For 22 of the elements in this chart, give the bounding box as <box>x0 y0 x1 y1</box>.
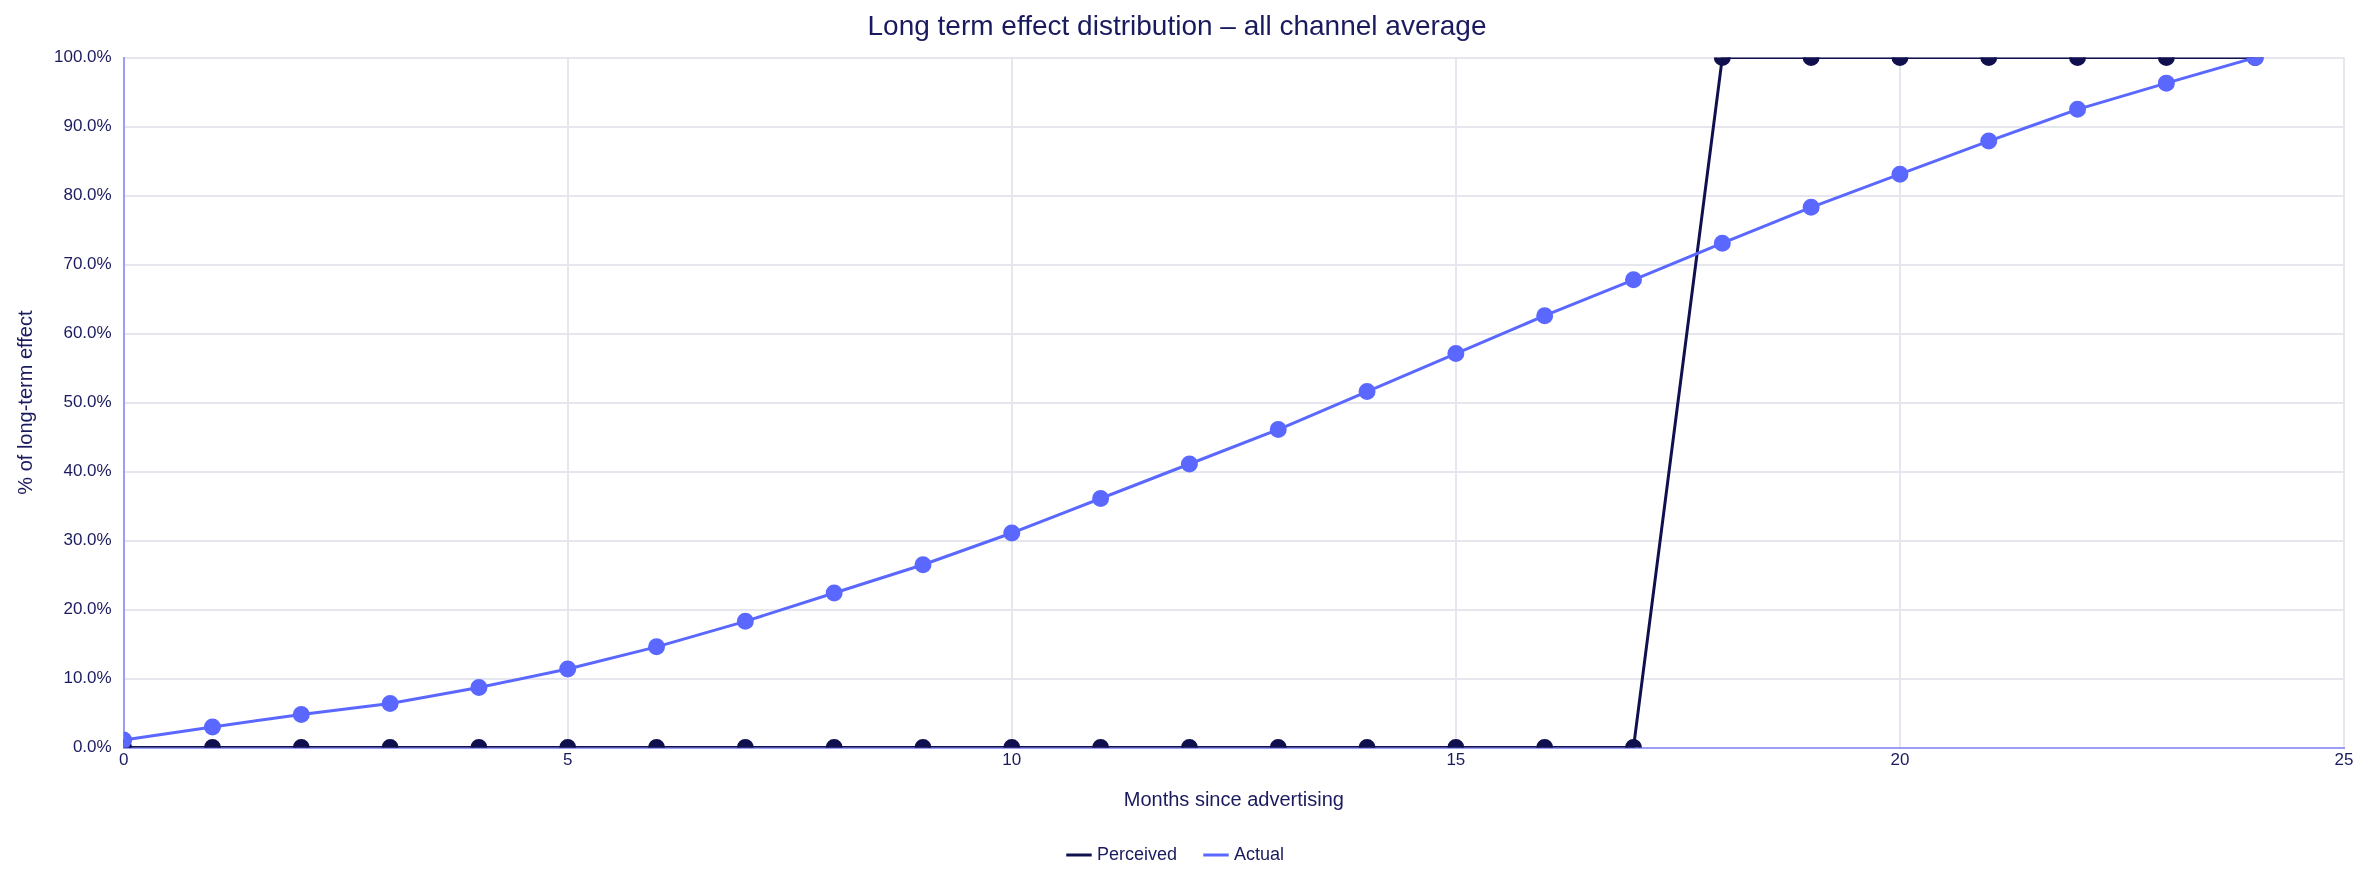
x-tick-label: 15 <box>1446 750 1466 770</box>
y-tick-label: 40.0% <box>63 461 112 481</box>
legend-label: Actual <box>1234 843 1285 864</box>
y-tick-label: 30.0% <box>63 530 112 550</box>
y-axis-title: % of long-term effect <box>13 310 36 495</box>
chart-title: Long term effect distribution – all channel average <box>867 9 1487 41</box>
y-tick-label: 10.0% <box>63 668 112 688</box>
y-tick-label: 60.0% <box>63 323 112 343</box>
y-tick-label: 50.0% <box>63 392 112 412</box>
x-tick-label: 5 <box>562 750 573 770</box>
x-tick-label: 10 <box>1002 750 1022 770</box>
y-tick-label: 90.0% <box>63 116 112 136</box>
y-tick-label: 70.0% <box>63 254 112 274</box>
x-axis-title: Months since advertising <box>1123 787 1344 810</box>
y-tick-label: 0.0% <box>72 737 112 757</box>
x-tick-label: 0 <box>118 750 129 770</box>
x-tick-label: 25 <box>2334 750 2354 770</box>
y-tick-label: 100.0% <box>53 47 112 67</box>
legend-label: Perceived <box>1096 843 1178 864</box>
y-tick-label: 80.0% <box>63 185 112 205</box>
y-tick-label: 20.0% <box>63 599 112 619</box>
x-tick-label: 20 <box>1890 750 1910 770</box>
